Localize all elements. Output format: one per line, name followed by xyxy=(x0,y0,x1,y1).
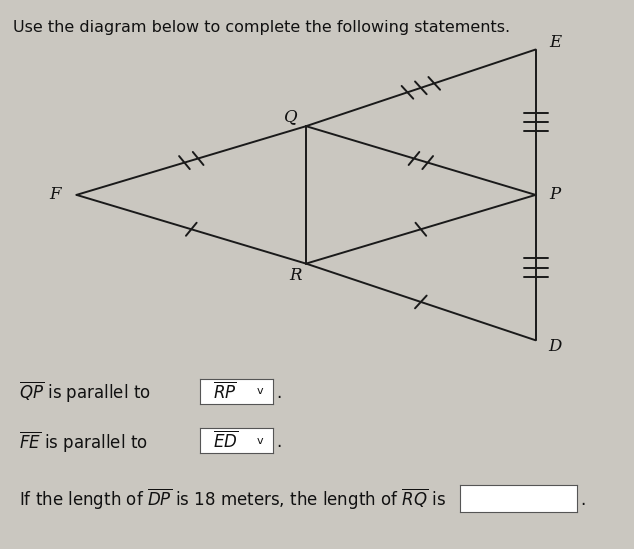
Text: Q: Q xyxy=(284,108,297,125)
Text: .: . xyxy=(580,491,585,508)
Text: v: v xyxy=(256,386,263,396)
Text: E: E xyxy=(549,35,561,52)
Text: D: D xyxy=(548,338,562,355)
Text: $\overline{RP}$: $\overline{RP}$ xyxy=(214,380,237,402)
Text: $\overline{FE}$ is parallel to: $\overline{FE}$ is parallel to xyxy=(19,429,148,455)
Text: R: R xyxy=(289,267,301,284)
Text: If the length of $\overline{DP}$ is 18 meters, the length of $\overline{RQ}$ is: If the length of $\overline{DP}$ is 18 m… xyxy=(19,487,446,512)
Text: Use the diagram below to complete the following statements.: Use the diagram below to complete the fo… xyxy=(13,20,510,35)
Text: v: v xyxy=(256,435,263,446)
Text: .: . xyxy=(276,384,281,401)
Text: P: P xyxy=(550,187,561,203)
Text: $\overline{ED}$: $\overline{ED}$ xyxy=(212,430,238,451)
Text: F: F xyxy=(49,187,60,203)
Text: .: . xyxy=(276,433,281,451)
Text: $\overline{QP}$ is parallel to: $\overline{QP}$ is parallel to xyxy=(19,380,151,405)
